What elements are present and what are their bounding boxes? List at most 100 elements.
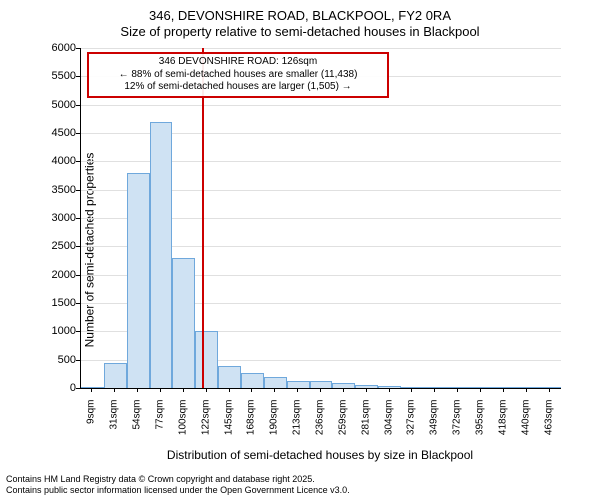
histogram-bar	[81, 387, 104, 388]
histogram-bar	[332, 383, 355, 388]
chart-title-line1: 346, DEVONSHIRE ROAD, BLACKPOOL, FY2 0RA	[0, 8, 600, 23]
x-tick-label: 372sqm	[452, 400, 463, 450]
x-tick-mark	[366, 388, 367, 392]
x-tick-label: 304sqm	[383, 400, 394, 450]
y-tick-label: 4000	[36, 155, 76, 167]
y-tick-label: 5500	[36, 70, 76, 82]
plot-area: 346 DEVONSHIRE ROAD: 126sqm ← 88% of sem…	[80, 48, 561, 389]
x-tick-label: 213sqm	[292, 400, 303, 450]
histogram-bar	[355, 385, 378, 388]
annotation-line-1: 346 DEVONSHIRE ROAD: 126sqm	[93, 56, 383, 69]
y-tick-mark	[76, 133, 80, 134]
x-tick-mark	[411, 388, 412, 392]
annotation-line-2: ← 88% of semi-detached houses are smalle…	[93, 69, 383, 82]
x-tick-label: 145sqm	[223, 400, 234, 450]
y-tick-mark	[76, 246, 80, 247]
x-tick-mark	[526, 388, 527, 392]
x-tick-label: 418sqm	[497, 400, 508, 450]
histogram-bar	[241, 373, 264, 388]
histogram-bar	[150, 122, 173, 388]
x-tick-label: 54sqm	[132, 400, 143, 450]
x-tick-label: 440sqm	[520, 400, 531, 450]
attribution-line-2: Contains public sector information licen…	[6, 485, 350, 496]
x-tick-label: 327sqm	[406, 400, 417, 450]
y-tick-label: 6000	[36, 42, 76, 54]
y-tick-mark	[76, 48, 80, 49]
x-tick-mark	[389, 388, 390, 392]
y-tick-mark	[76, 275, 80, 276]
x-tick-mark	[480, 388, 481, 392]
chart-title-line2: Size of property relative to semi-detach…	[0, 24, 600, 39]
x-axis-label: Distribution of semi-detached houses by …	[80, 448, 560, 462]
x-tick-mark	[229, 388, 230, 392]
x-tick-label: 281sqm	[360, 400, 371, 450]
y-tick-mark	[76, 105, 80, 106]
y-tick-mark	[76, 218, 80, 219]
x-tick-label: 190sqm	[269, 400, 280, 450]
histogram-bar	[378, 386, 401, 388]
annotation-box: 346 DEVONSHIRE ROAD: 126sqm ← 88% of sem…	[87, 52, 389, 98]
y-tick-label: 2000	[36, 269, 76, 281]
histogram-bar	[287, 381, 310, 388]
x-tick-label: 349sqm	[429, 400, 440, 450]
histogram-bar	[127, 173, 150, 388]
gridline	[81, 105, 561, 106]
y-tick-label: 1000	[36, 325, 76, 337]
histogram-bar	[470, 387, 493, 388]
histogram-bar	[515, 387, 538, 388]
x-tick-label: 168sqm	[246, 400, 257, 450]
histogram-bar	[447, 387, 470, 388]
y-tick-mark	[76, 76, 80, 77]
x-tick-mark	[503, 388, 504, 392]
x-tick-mark	[343, 388, 344, 392]
attribution-line-1: Contains HM Land Registry data © Crown c…	[6, 474, 350, 485]
y-tick-mark	[76, 161, 80, 162]
gridline	[81, 48, 561, 49]
x-tick-mark	[137, 388, 138, 392]
y-tick-mark	[76, 190, 80, 191]
attribution: Contains HM Land Registry data © Crown c…	[6, 474, 350, 496]
x-tick-mark	[91, 388, 92, 392]
x-tick-mark	[434, 388, 435, 392]
y-tick-mark	[76, 360, 80, 361]
x-tick-mark	[320, 388, 321, 392]
histogram-bar	[424, 387, 447, 388]
y-tick-label: 500	[36, 354, 76, 366]
y-tick-label: 3000	[36, 212, 76, 224]
histogram-bar	[310, 381, 333, 388]
x-tick-mark	[114, 388, 115, 392]
annotation-line-3: 12% of semi-detached houses are larger (…	[93, 81, 383, 94]
y-tick-mark	[76, 303, 80, 304]
x-tick-label: 31sqm	[109, 400, 120, 450]
x-tick-label: 395sqm	[475, 400, 486, 450]
x-tick-label: 100sqm	[177, 400, 188, 450]
x-tick-mark	[549, 388, 550, 392]
x-tick-mark	[160, 388, 161, 392]
y-tick-label: 1500	[36, 297, 76, 309]
y-tick-mark	[76, 331, 80, 332]
chart-container: 346, DEVONSHIRE ROAD, BLACKPOOL, FY2 0RA…	[0, 0, 600, 500]
histogram-bar	[401, 387, 424, 388]
histogram-bar	[264, 377, 287, 388]
x-tick-mark	[274, 388, 275, 392]
x-tick-label: 236sqm	[315, 400, 326, 450]
x-tick-mark	[297, 388, 298, 392]
y-tick-label: 5000	[36, 99, 76, 111]
y-tick-mark	[76, 388, 80, 389]
x-tick-label: 9sqm	[86, 400, 97, 450]
x-tick-label: 463sqm	[543, 400, 554, 450]
x-tick-mark	[206, 388, 207, 392]
histogram-bar	[195, 331, 218, 388]
histogram-bar	[492, 387, 515, 388]
y-tick-label: 4500	[36, 127, 76, 139]
x-tick-label: 122sqm	[200, 400, 211, 450]
histogram-bar	[172, 258, 195, 388]
histogram-bar	[538, 387, 561, 388]
y-tick-label: 0	[36, 382, 76, 394]
marker-vertical-line	[202, 48, 204, 388]
histogram-bar	[218, 366, 241, 388]
x-tick-mark	[183, 388, 184, 392]
y-tick-label: 3500	[36, 184, 76, 196]
x-tick-label: 77sqm	[155, 400, 166, 450]
histogram-bar	[104, 363, 127, 389]
